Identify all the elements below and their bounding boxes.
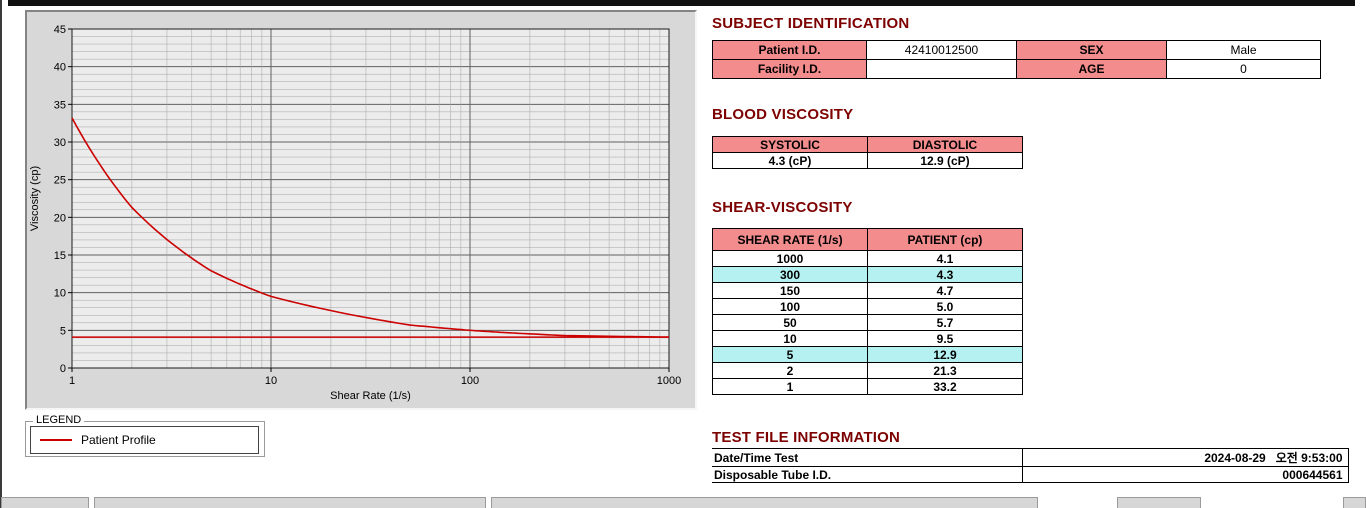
systolic-value: 4.3 (cP) (712, 152, 868, 169)
subject-identification-heading: SUBJECT IDENTIFICATION (712, 15, 910, 32)
table-row: SHEAR RATE (1/s) PATIENT (cp) (712, 228, 1023, 251)
table-row: Facility I.D. AGE 0 (712, 59, 1321, 79)
svg-text:25: 25 (54, 175, 66, 187)
facility-id-label: Facility I.D. (712, 59, 867, 79)
table-row: 10 9.5 (712, 330, 1023, 347)
patient-viscosity-cell: 12.9 (867, 346, 1023, 363)
svg-text:15: 15 (54, 250, 66, 262)
test-file-information-heading: TEST FILE INFORMATION (712, 429, 901, 446)
patient-viscosity-cell: 21.3 (867, 362, 1023, 379)
sex-value: Male (1166, 40, 1321, 60)
bottom-button-fragment[interactable] (1, 497, 89, 508)
viscosity-chart-panel: 0 5 10 15 20 25 30 35 40 45 1 10 100 1000 Shear Rate (… (25, 10, 697, 410)
patient-viscosity-cell: 4.3 (867, 266, 1023, 283)
shear-rate-cell: 150 (712, 282, 868, 299)
shear-rate-cell: 2 (712, 362, 868, 379)
shear-rate-cell: 300 (712, 266, 868, 283)
table-row: 1000 4.1 (712, 250, 1023, 267)
shear-viscosity-heading: SHEAR-VISCOSITY (712, 199, 853, 216)
shear-rate-cell: 1 (712, 378, 868, 395)
svg-text:10: 10 (54, 288, 66, 300)
svg-text:20: 20 (54, 212, 66, 224)
patient-viscosity-cell: 5.7 (867, 314, 1023, 331)
patient-id-label: Patient I.D. (712, 40, 867, 60)
patient-viscosity-cell: 4.1 (867, 250, 1023, 267)
svg-text:1: 1 (69, 375, 75, 387)
svg-text:Viscosity (cp): Viscosity (cp) (29, 166, 41, 231)
bottom-button-fragment[interactable] (1343, 497, 1366, 508)
table-row: Date/Time Test 2024-08-29 오전 9:53:00 (712, 448, 1349, 467)
sex-label: SEX (1016, 40, 1167, 60)
legend-series-label: Patient Profile (81, 433, 156, 447)
diastolic-value: 12.9 (cP) (867, 152, 1023, 169)
chart-legend: LEGEND Patient Profile (25, 414, 265, 458)
viscosity-chart: 0 5 10 15 20 25 30 35 40 45 1 10 100 1000 Shear Rate (… (29, 24, 681, 402)
patient-viscosity-cell: 4.7 (867, 282, 1023, 299)
disposable-tube-id-value: 000644561 (1021, 466, 1349, 483)
svg-text:35: 35 (54, 99, 66, 111)
svg-text:40: 40 (54, 62, 66, 74)
patient-viscosity-cell: 5.0 (867, 298, 1023, 315)
disposable-tube-id-label: Disposable Tube I.D. (712, 466, 1023, 483)
svg-text:5: 5 (60, 325, 66, 337)
shear-rate-cell: 5 (712, 346, 868, 363)
legend-caption: LEGEND (33, 414, 85, 426)
systolic-header: SYSTOLIC (712, 136, 868, 153)
svg-text:30: 30 (54, 137, 66, 149)
table-row: 50 5.7 (712, 314, 1023, 331)
table-row: 150 4.7 (712, 282, 1023, 299)
table-row: 5 12.9 (712, 346, 1023, 363)
table-row: SYSTOLIC DIASTOLIC (712, 136, 1023, 153)
shear-rate-cell: 50 (712, 314, 868, 331)
svg-text:Shear Rate (1/s): Shear Rate (1/s) (330, 390, 411, 402)
table-row: 1 33.2 (712, 378, 1023, 395)
svg-text:45: 45 (54, 24, 66, 36)
table-row: 300 4.3 (712, 266, 1023, 283)
patient-cp-header: PATIENT (cp) (867, 228, 1023, 251)
patient-viscosity-cell: 9.5 (867, 330, 1023, 347)
legend-box: Patient Profile (30, 426, 259, 454)
age-value: 0 (1166, 59, 1321, 79)
patient-viscosity-cell: 33.2 (867, 378, 1023, 395)
date-time-test-value: 2024-08-29 오전 9:53:00 (1021, 448, 1349, 467)
table-row: Patient I.D. 42410012500 SEX Male (712, 40, 1321, 60)
patient-profile-line-sample (40, 439, 72, 441)
facility-id-value (866, 59, 1017, 79)
shear-rate-cell: 10 (712, 330, 868, 347)
diastolic-header: DIASTOLIC (867, 136, 1023, 153)
blood-viscosity-heading: BLOOD VISCOSITY (712, 106, 854, 123)
bottom-button-fragment[interactable] (1117, 497, 1201, 508)
blood-viscosity-table: SYSTOLIC DIASTOLIC 4.3 (cP) 12.9 (cP) (712, 136, 1023, 169)
patient-id-value: 42410012500 (866, 40, 1017, 60)
shear-rate-cell: 100 (712, 298, 868, 315)
shear-rate-cell: 1000 (712, 250, 868, 267)
table-row: 2 21.3 (712, 362, 1023, 379)
shear-table-body: 1000 4.1 300 4.3 150 4.7 100 5.0 50 5.7 10 9.5 5 12.9… (712, 250, 1023, 395)
table-row: 100 5.0 (712, 298, 1023, 315)
table-row: 4.3 (cP) 12.9 (cP) (712, 152, 1023, 169)
window-left-edge (0, 0, 2, 508)
bottom-button-fragment[interactable] (94, 497, 486, 508)
bottom-button-fragment[interactable] (491, 497, 1038, 508)
svg-text:1000: 1000 (657, 375, 681, 387)
age-label: AGE (1016, 59, 1167, 79)
test-file-table: Date/Time Test 2024-08-29 오전 9:53:00 Dis… (712, 448, 1349, 483)
date-time-test-label: Date/Time Test (712, 448, 1023, 467)
svg-text:10: 10 (265, 375, 277, 387)
legend-groupbox-border (25, 421, 265, 457)
svg-text:0: 0 (60, 363, 66, 375)
shear-rate-header: SHEAR RATE (1/s) (712, 228, 868, 251)
table-row: Disposable Tube I.D. 000644561 (712, 466, 1349, 483)
subject-id-table: Patient I.D. 42410012500 SEX Male Facili… (712, 40, 1321, 79)
shear-viscosity-table: SHEAR RATE (1/s) PATIENT (cp) 1000 4.1 300… (712, 228, 1023, 395)
window-top-strip (8, 0, 1355, 6)
svg-text:100: 100 (461, 375, 479, 387)
